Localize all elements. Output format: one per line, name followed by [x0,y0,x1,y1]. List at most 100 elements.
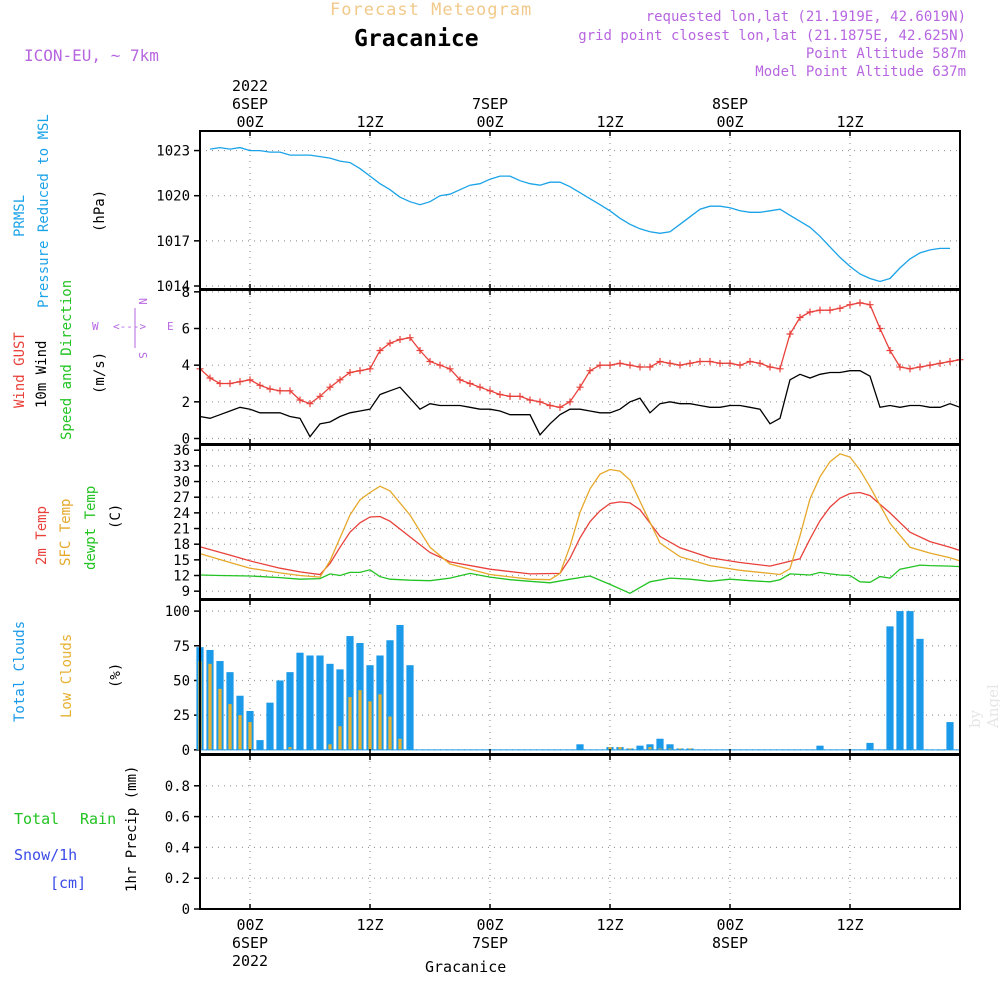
t2m-label: 2m Temp [34,506,50,565]
time-tick-label: 00Z [236,113,263,131]
precip-unit: 1hr Precip (mm) [124,766,140,892]
gust-marker [836,304,844,312]
gust-marker [246,376,254,384]
gust-marker [406,334,414,342]
gust-marker [736,361,744,369]
gust-marker [926,361,934,369]
date-label: 7SEP [472,934,508,952]
y-tick-label: 1023 [156,144,190,160]
gust-marker [546,402,554,409]
series-10m-wind [199,370,961,438]
y-tick-label: 1020 [156,189,190,205]
gust-marker [746,358,754,365]
gust-marker [386,339,394,347]
total-cloud-bar [406,665,414,750]
model-altitude: Model Point Altitude 637m [755,64,966,80]
low-clouds-label: Low Clouds [59,634,75,718]
gust-marker [366,365,374,373]
y-tick-label: 24 [173,506,190,522]
low-cloud-bar [678,748,682,750]
gust-marker [866,301,874,309]
low-cloud-bar [398,738,402,750]
y-tick-label: 15 [173,553,190,569]
gust-marker [326,383,334,391]
time-tick-label: 12Z [356,113,383,131]
total-cloud-bar [266,702,274,750]
y-tick-label: 0.2 [165,871,190,887]
gust-marker [496,391,504,398]
gust-marker [826,306,834,314]
gust-marker [446,365,454,373]
gust-marker [516,392,524,400]
total-cloud-bar [636,745,644,750]
low-cloud-bar [248,722,252,750]
time-tick-label: 12Z [356,916,383,934]
gust-marker [436,361,444,369]
total-cloud-bar [896,611,904,750]
pressure-labels: PRMSL Pressure Reduced to MSL (hPa) [12,114,108,308]
temp-unit: (C) [108,504,124,529]
time-tick-label: 00Z [716,113,743,131]
y-tick-label: 36 [173,443,190,459]
total-cloud-bar [946,722,954,750]
gust-marker [506,392,514,400]
series-prmsl [209,146,950,283]
total-cloud-bar [316,655,324,750]
temp-labels: 2m Temp SFC Temp dewpt Temp (C) [34,486,124,570]
low-cloud-bar [618,747,622,750]
tsfc-label: SFC Temp [58,499,74,566]
panel-frame [199,754,961,910]
y-tick-label: 2 [182,395,190,411]
y-tick-label: 9 [182,584,190,600]
low-cloud-bar [328,744,332,750]
gust-marker [376,347,384,354]
total-cloud-bar [866,742,874,750]
y-tick-label: 1014 [156,279,190,295]
gust-marker [646,363,654,371]
compass-n: N [136,298,149,305]
low-cloud-bar [378,694,382,750]
y-tick-label: 4 [182,358,190,374]
low-cloud-bar [688,748,692,750]
low-cloud-bar [388,716,392,750]
y-tick-label: 27 [173,490,190,506]
y-tick-label: 8 [182,285,190,301]
total-cloud-bar [386,640,394,750]
gust-marker [416,347,424,354]
gust-marker [356,367,364,375]
total-clouds-label: Total Clouds [12,621,28,722]
date-label: 6SEP [232,95,268,113]
total-cloud-bar [576,744,584,750]
total-cloud-bar [666,744,674,750]
total-cloud-bar [396,624,404,750]
total-cloud-bar [816,745,824,750]
bottom-station: Gracanice [425,958,506,976]
series-sfc-temp [199,453,961,581]
model-name: ICON-EU, ~ 7km [24,46,159,65]
gust-marker [686,359,694,367]
gust-marker [716,359,724,367]
wind-label: 10m Wind [34,341,50,408]
y-tick-label: 0.8 [165,779,190,795]
panel-pressure: 1014 1017 1020 1023 [156,130,961,295]
gust-marker [586,367,594,375]
y-tick-label: 50 [173,673,190,689]
series-2m-temp [199,491,961,576]
gust-marker [346,369,354,376]
gust-marker [776,365,784,373]
low-cloud-bar [668,748,672,750]
gust-marker [696,358,704,365]
precip-labels: Total Rain Snow/1h [cm] 1hr Precip (mm) [14,766,140,892]
gust-marker [306,400,314,408]
gust-marker [786,330,794,338]
panel-frame [199,599,961,755]
gust-marker [556,403,564,411]
gust-marker [426,358,434,365]
y-tick-label: 33 [173,459,190,475]
low-cloud-bar [218,688,222,750]
panel-clouds: 0 25 50 75 100 [165,599,961,759]
panel-frame [199,130,961,290]
total-cloud-bar [336,669,344,750]
